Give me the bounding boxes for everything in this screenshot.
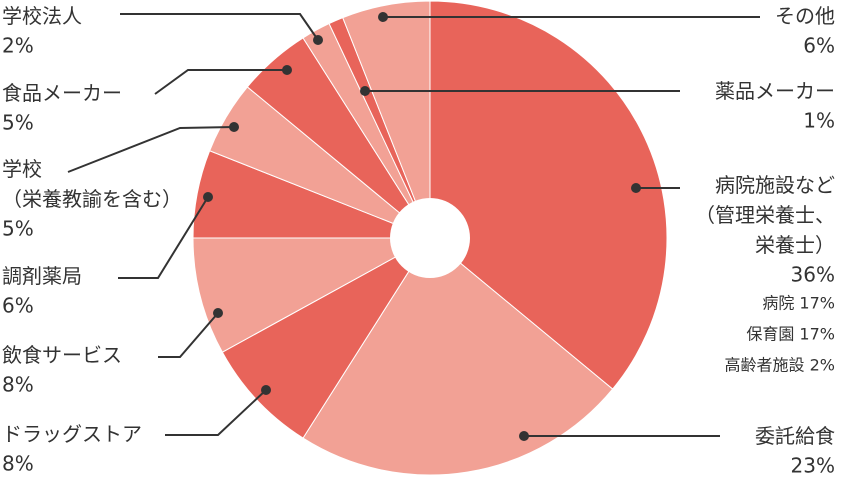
leader-line — [165, 389, 267, 436]
annotation: 保育園 17% — [746, 325, 835, 344]
pie-slice — [429, 0, 668, 390]
leader-line — [67, 126, 235, 173]
leader-line — [158, 312, 219, 358]
category-label: その他 — [775, 4, 835, 28]
pie-slice — [221, 237, 431, 439]
value-label: 23% — [791, 454, 835, 478]
pie-slice — [192, 237, 431, 353]
pie-slice — [302, 237, 614, 476]
leader-dot — [213, 308, 223, 318]
category-label: ドラッグストア — [2, 422, 142, 446]
value-label: 6% — [803, 34, 835, 58]
value-label: 36% — [791, 263, 835, 287]
value-label: 6% — [2, 294, 34, 318]
leader-dot — [313, 35, 323, 45]
leader-dot — [378, 12, 388, 22]
category-label: 病院施設など（管理栄養士、栄養士） — [695, 173, 835, 257]
leader-dot — [261, 385, 271, 395]
leader-dot — [203, 192, 213, 202]
annotation: 病院 17% — [762, 294, 835, 313]
category-label: 食品メーカー — [2, 81, 122, 105]
value-label: 1% — [803, 109, 835, 133]
category-label: 学校（栄養教諭を含む） — [2, 157, 182, 211]
pie-slice — [342, 0, 431, 239]
leader-dot — [519, 431, 529, 441]
donut-hole — [390, 198, 470, 278]
value-label: 8% — [2, 452, 34, 476]
category-label: 飲食サービス — [2, 343, 122, 367]
leader-line — [120, 13, 319, 41]
category-label: 委託給食 — [755, 424, 835, 448]
leader-line — [118, 196, 209, 279]
category-label: 学校法人 — [2, 4, 82, 28]
value-label: 8% — [2, 373, 34, 397]
value-label: 5% — [2, 217, 34, 241]
value-label: 5% — [2, 111, 34, 135]
category-label: 調剤薬局 — [2, 264, 82, 288]
leader-line — [154, 69, 287, 95]
leader-dot — [631, 183, 641, 193]
leader-dot — [360, 86, 370, 96]
leader-dot — [229, 122, 239, 132]
leader-dot — [282, 65, 292, 75]
category-label: 薬品メーカー — [715, 79, 835, 103]
annotation: 高齢者施設 2% — [725, 356, 835, 375]
value-label: 2% — [2, 34, 34, 58]
